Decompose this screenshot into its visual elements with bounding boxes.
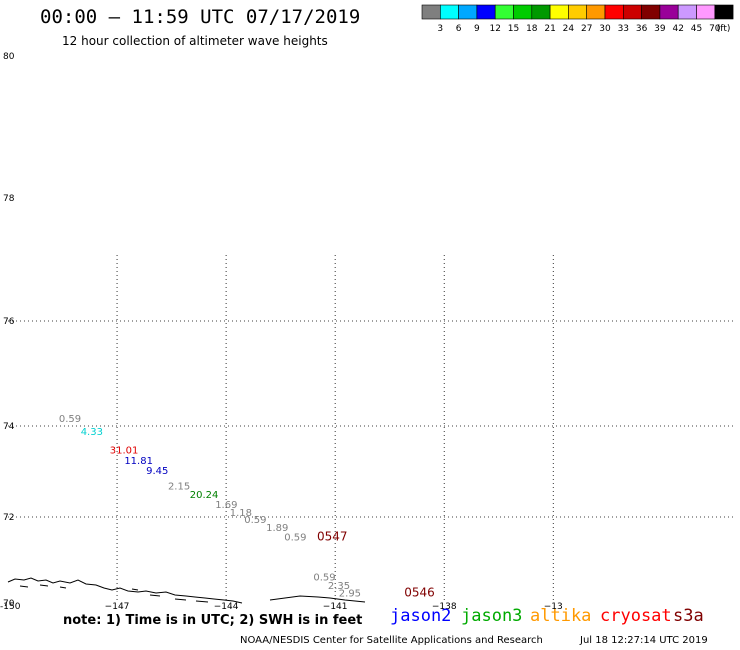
x-tick-label: −147: [105, 602, 130, 612]
swh-value-label: 0.59: [313, 573, 335, 584]
legend-unit: (ft): [717, 24, 731, 34]
satellite-altika: altika: [530, 606, 592, 626]
swh-value-label: 2.35: [328, 581, 350, 592]
legend-label: 39: [654, 24, 666, 34]
legend-swatch: [531, 4, 551, 20]
chart-title: 00:00 – 11:59 UTC 07/17/2019: [40, 6, 361, 28]
coastline-islands: [19, 584, 366, 603]
satellite-cryosat: cryosat: [600, 606, 672, 626]
data-points: 0.594.3331.0111.819.452.1520.241.691.180…: [59, 414, 435, 600]
legend-swatch: [494, 4, 514, 20]
legend-label: 12: [489, 24, 500, 34]
satellite-jason3: jason3: [461, 606, 523, 626]
swh-value-label: 1.18: [230, 508, 252, 519]
swh-value-label: 0.59: [284, 533, 306, 544]
pass-time-label: 0547: [317, 530, 348, 544]
legend-label: 9: [474, 24, 480, 34]
swh-value-label: 20.24: [190, 490, 219, 501]
chart-subtitle: 12 hour collection of altimeter wave hei…: [62, 34, 328, 48]
satellite-jason2: jason2: [390, 606, 452, 626]
legend-swatch: [549, 4, 569, 20]
legend-label: 3: [437, 24, 443, 34]
footer-note: note: 1) Time is in UTC; 2) SWH is in fe…: [63, 613, 363, 628]
swh-value-label: 4.33: [81, 427, 103, 438]
coastline: [7, 577, 366, 604]
x-tick-label: −13: [544, 602, 563, 612]
legend-swatch: [513, 4, 533, 20]
legend-label: 15: [508, 24, 519, 34]
x-tick-label: −144: [214, 602, 239, 612]
y-tick-label: 72: [3, 513, 14, 523]
swh-value-label: 0.59: [59, 414, 81, 425]
legend-swatch: [458, 4, 478, 20]
legend-label: 21: [544, 24, 555, 34]
y-tick-label: 74: [3, 422, 15, 432]
legend-label: 6: [456, 24, 462, 34]
legend-swatch: [604, 4, 624, 20]
legend-label: 42: [672, 24, 683, 34]
x-tick-label: −141: [323, 602, 348, 612]
axis-labels: 70 72 74 76 78 80 -150 −147 −144 −141 −138 −13: [0, 52, 563, 612]
legend-swatch: [659, 4, 679, 20]
x-tick-label: −138: [432, 602, 457, 612]
credit-text: NOAA/NESDIS Center for Satellite Applica…: [240, 635, 543, 646]
x-tick-label: -150: [0, 602, 21, 612]
y-tick-label: 78: [3, 194, 15, 204]
swh-value-label: 2.15: [168, 482, 190, 493]
legend-swatch: [696, 4, 716, 20]
legend-label: 30: [599, 24, 611, 34]
coastline-path: [7, 577, 243, 604]
generated-timestamp: Jul 18 12:27:14 UTC 2019: [580, 635, 708, 646]
legend-label: 27: [581, 24, 592, 34]
legend-swatch: [714, 4, 734, 20]
grid-lines: [8, 255, 735, 603]
legend-label: 36: [636, 24, 648, 34]
legend-swatch: [568, 4, 588, 20]
legend-swatch: [622, 4, 642, 20]
color-scale-legend: 3 6 9 12 15 18 21 24 27 30 33 36 39 42 45 70(ft): [421, 4, 734, 34]
legend-swatch: [439, 4, 459, 20]
legend-label: 45: [691, 24, 702, 34]
y-tick-label: 70: [3, 599, 15, 609]
legend-swatch: [421, 4, 441, 20]
swh-value-label: 1.69: [215, 500, 237, 511]
legend-swatch: [586, 4, 606, 20]
swh-value-label: 11.81: [124, 456, 153, 467]
legend-swatch: [476, 4, 496, 20]
legend-label: 33: [618, 24, 629, 34]
legend-label: 70: [709, 24, 721, 34]
swh-value-label: 1.89: [266, 523, 288, 534]
swh-value-label: 2.95: [339, 589, 361, 600]
pass-time-label: 0546: [404, 586, 435, 600]
swh-value-label: 0.59: [244, 515, 266, 526]
legend-swatch: [641, 4, 661, 20]
swh-value-label: 31.01: [110, 445, 139, 456]
satellite-s3a: s3a: [673, 606, 704, 626]
swh-value-label: 9.45: [146, 466, 168, 477]
y-tick-label: 80: [3, 52, 15, 62]
y-tick-label: 76: [3, 317, 15, 327]
legend-swatch: [677, 4, 697, 20]
legend-label: 18: [526, 24, 538, 34]
legend-label: 24: [563, 24, 575, 34]
